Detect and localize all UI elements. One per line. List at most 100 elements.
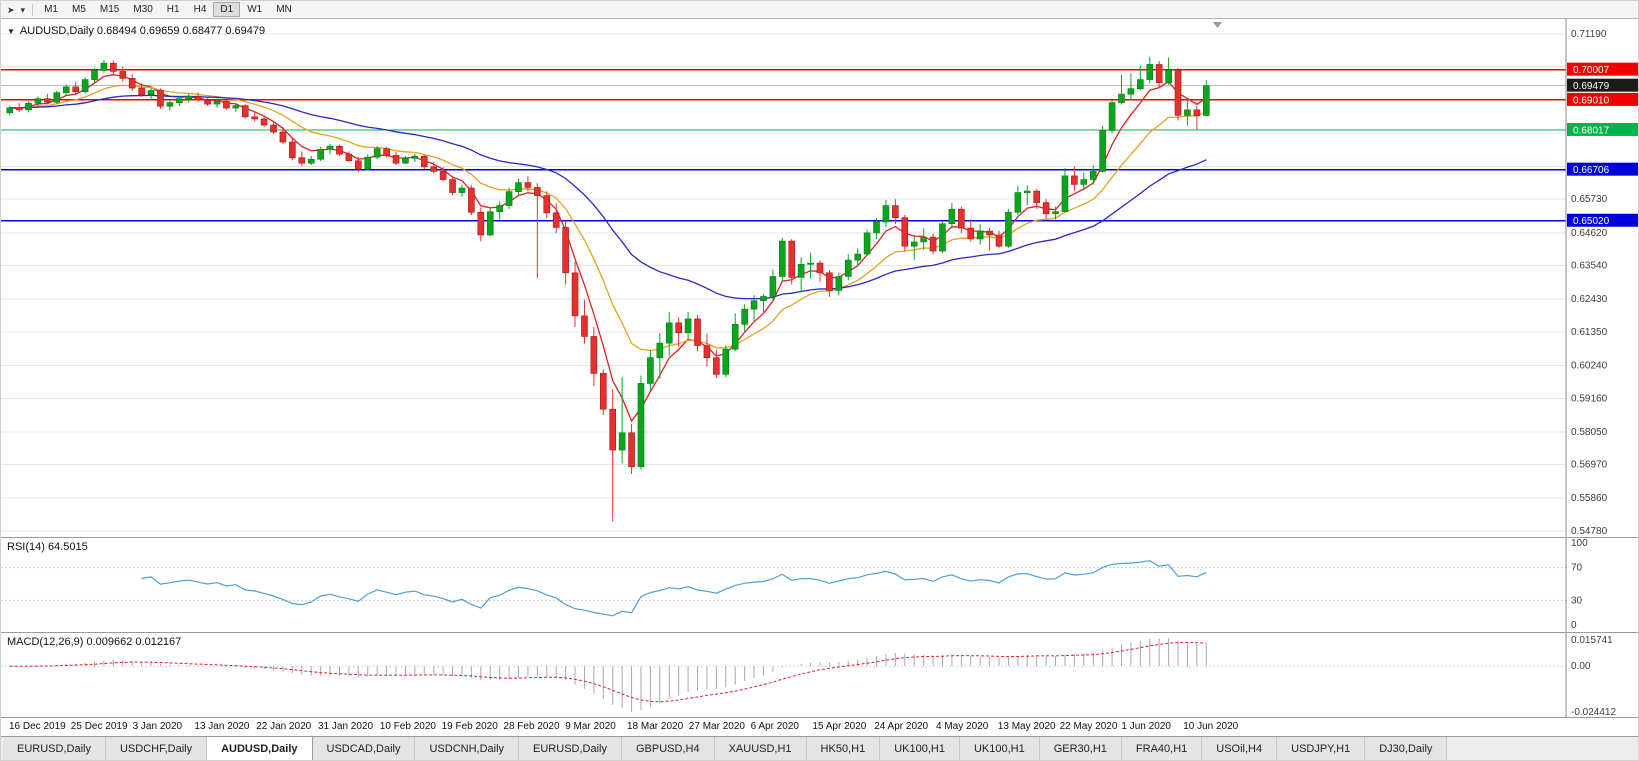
chart-tab-audusd-daily[interactable]: AUDUSD,Daily bbox=[207, 737, 313, 760]
moving-average-34-line bbox=[9, 94, 1207, 300]
timeframe-button-m15[interactable]: M15 bbox=[93, 2, 126, 17]
candle-body bbox=[194, 95, 202, 101]
candle-body bbox=[788, 240, 796, 278]
time-axis-label: 22 May 2020 bbox=[1059, 721, 1118, 732]
candle-body bbox=[1108, 102, 1116, 131]
candle-body bbox=[835, 276, 843, 291]
candle-body bbox=[920, 236, 927, 243]
chart-tab-eurusd-daily[interactable]: EURUSD,Daily bbox=[3, 737, 106, 760]
candle-body bbox=[552, 212, 560, 228]
candle-body bbox=[496, 205, 503, 212]
candle-body bbox=[439, 171, 447, 180]
chart-tab-hk50-h1[interactable]: HK50,H1 bbox=[806, 737, 881, 760]
candle-body bbox=[317, 148, 324, 160]
time-axis-label: 13 May 2020 bbox=[997, 721, 1056, 732]
chart-tab-dj30-daily[interactable]: DJ30,Daily bbox=[1365, 737, 1448, 760]
candle-body bbox=[694, 318, 701, 346]
candle-body bbox=[232, 105, 240, 109]
macd-canvas[interactable]: 0.015741 0.00 -0.024412 bbox=[1, 633, 1639, 717]
candle-body bbox=[100, 62, 108, 71]
timeframe-button-w1[interactable]: W1 bbox=[240, 2, 269, 17]
candle-body bbox=[91, 70, 98, 80]
current-price-badge-text: 0.69479 bbox=[1573, 81, 1610, 92]
level-0.66706-badge-text: 0.66706 bbox=[1573, 165, 1610, 176]
chart-cursor-icon[interactable]: ➤ bbox=[7, 4, 15, 15]
chart-tab-usoil-h4[interactable]: USOil,H4 bbox=[1202, 737, 1278, 760]
macd-axis-label: 0.015741 bbox=[1571, 635, 1613, 646]
time-axis-label: 3 Jan 2020 bbox=[132, 721, 183, 732]
macd-axis-label: -0.024412 bbox=[1571, 707, 1616, 717]
chart-tab-gbpusd-h4[interactable]: GBPUSD,H4 bbox=[622, 737, 715, 760]
candle-body bbox=[392, 155, 400, 164]
candle-body bbox=[948, 208, 956, 225]
candle-body bbox=[958, 208, 965, 229]
price-chart-canvas[interactable]: 0.71190 0.65730 0.64620 0.63540 0.62430 0.613… bbox=[1, 19, 1639, 537]
timeframe-button-d1[interactable]: D1 bbox=[213, 2, 241, 17]
timeframe-button-m5[interactable]: M5 bbox=[65, 2, 93, 17]
chart-tab-fra40-h1[interactable]: FRA40,H1 bbox=[1121, 737, 1203, 760]
candle-body bbox=[892, 205, 899, 219]
candle-body bbox=[1127, 88, 1135, 95]
price-axis-label: 0.55860 bbox=[1571, 493, 1608, 504]
candle-body bbox=[44, 98, 51, 103]
candle-body bbox=[53, 92, 61, 103]
candle-body bbox=[420, 155, 428, 168]
candle-body bbox=[402, 158, 409, 164]
chart-tab-usdcad-daily[interactable]: USDCAD,Daily bbox=[312, 737, 416, 760]
candle-body bbox=[713, 357, 720, 375]
time-axis-label: 10 Jun 2020 bbox=[1183, 721, 1239, 732]
candle-body bbox=[411, 155, 419, 159]
candle-body bbox=[1184, 109, 1191, 116]
time-axis-label: 31 Jan 2020 bbox=[318, 721, 374, 732]
price-axis-label: 0.59160 bbox=[1571, 393, 1608, 404]
candle-body bbox=[468, 187, 475, 213]
candle-body bbox=[279, 131, 287, 143]
price-axis-label: 0.71190 bbox=[1571, 29, 1607, 40]
timeframe-toolbar: ➤ ▾ M1 M5 M15 M30 H1 H4 D1 W1 MN bbox=[1, 1, 1638, 19]
rsi-canvas[interactable]: 100 70 30 0 bbox=[1, 538, 1639, 632]
level-0.69010-badge bbox=[1567, 92, 1638, 106]
candle-body bbox=[1202, 85, 1210, 116]
chart-tab-usdchf-daily[interactable]: USDCHF,Daily bbox=[105, 737, 208, 760]
candle-body bbox=[1118, 93, 1125, 103]
candle-body bbox=[609, 408, 617, 451]
candle-body bbox=[326, 145, 334, 150]
candle-body bbox=[1146, 64, 1154, 80]
candle-body bbox=[637, 383, 645, 468]
chart-tab-usdcnh-daily[interactable]: USDCNH,Daily bbox=[415, 737, 520, 760]
candle-body bbox=[571, 272, 579, 317]
candle-body bbox=[722, 348, 730, 375]
timeframe-button-h4[interactable]: H4 bbox=[187, 2, 214, 17]
chart-tab-usdjpy-h1[interactable]: USDJPY,H1 bbox=[1277, 737, 1366, 760]
price-axis-label: 0.60240 bbox=[1571, 361, 1608, 372]
timeframe-button-mn[interactable]: MN bbox=[269, 2, 299, 17]
candle-body bbox=[929, 236, 937, 252]
candle-body bbox=[430, 166, 437, 172]
price-axis-label: 0.61350 bbox=[1571, 327, 1608, 338]
candle-body bbox=[986, 230, 993, 236]
candle-body bbox=[731, 324, 739, 350]
candle-body bbox=[910, 241, 918, 247]
candle-body bbox=[166, 102, 174, 107]
time-axis[interactable]: 16 Dec 2019 25 Dec 2019 3 Jan 2020 13 Jan 2… bbox=[1, 717, 1638, 736]
candle-body bbox=[816, 262, 824, 274]
chart-tab-eurusd-daily[interactable]: EURUSD,Daily bbox=[519, 737, 622, 760]
candle-body bbox=[1193, 109, 1201, 116]
macd-indicator-panel: 0.015741 0.00 -0.024412 MACD(12,26,9) 0.00… bbox=[1, 632, 1638, 717]
chart-tab-uk100-h1[interactable]: UK100,H1 bbox=[880, 737, 960, 760]
candle-body bbox=[6, 107, 14, 114]
time-axis-label: 18 Mar 2020 bbox=[627, 721, 684, 732]
chart-tab-uk100-h1[interactable]: UK100,H1 bbox=[959, 737, 1040, 760]
dropdown-arrow-icon[interactable]: ▾ bbox=[20, 4, 26, 15]
chart-tab-ger30-h1[interactable]: GER30,H1 bbox=[1039, 737, 1122, 760]
macd-signal-line bbox=[9, 641, 1207, 703]
chart-shift-marker-icon[interactable] bbox=[1213, 22, 1222, 28]
timeframe-button-h1[interactable]: H1 bbox=[160, 2, 187, 17]
candle-body bbox=[81, 79, 89, 93]
candle-body bbox=[1023, 190, 1031, 193]
candle-body bbox=[1099, 130, 1106, 172]
toolbar-separator bbox=[32, 3, 34, 16]
timeframe-button-m1[interactable]: M1 bbox=[37, 2, 65, 17]
chart-tab-xauusd-h1[interactable]: XAUUSD,H1 bbox=[714, 737, 807, 760]
timeframe-button-m30[interactable]: M30 bbox=[126, 2, 159, 17]
